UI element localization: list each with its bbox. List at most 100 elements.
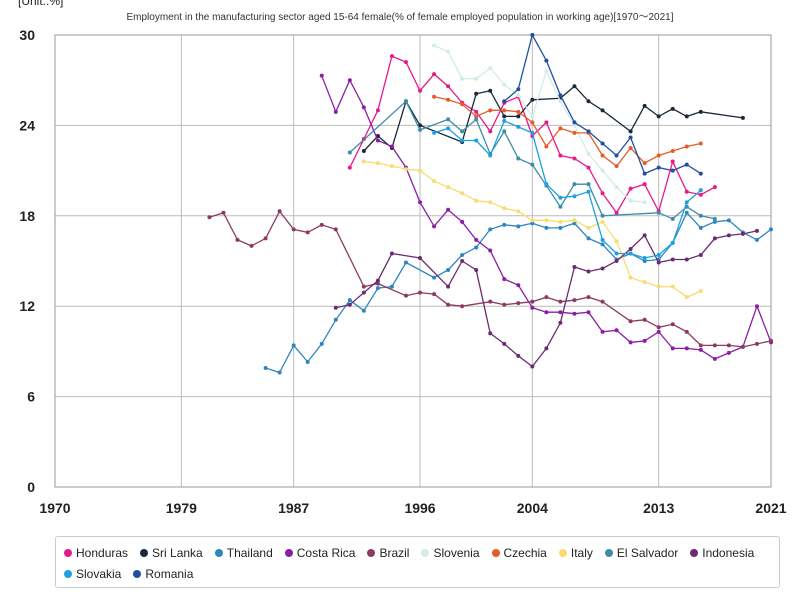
data-point-thailand	[769, 227, 773, 232]
data-point-slovenia	[488, 66, 493, 71]
data-point-slovakia	[460, 138, 465, 143]
legend-item-costa-rica[interactable]: Costa Rica	[284, 542, 355, 563]
data-point-thailand	[586, 236, 591, 241]
data-point-thailand	[432, 275, 437, 280]
data-point-romania	[502, 99, 507, 104]
data-point-el-salvador	[474, 117, 479, 122]
legend-item-romania[interactable]: Romania	[133, 563, 193, 584]
legend-swatch	[421, 548, 430, 557]
legend-label: Brazil	[379, 545, 410, 560]
data-point-czechia	[614, 164, 619, 169]
data-point-thailand	[684, 210, 689, 215]
data-point-italy	[698, 289, 703, 294]
data-point-brazil	[754, 341, 759, 346]
data-point-czechia	[698, 141, 703, 146]
data-point-brazil	[600, 299, 605, 304]
data-point-indonesia	[642, 233, 647, 238]
plot-area	[54, 34, 772, 488]
data-point-indonesia	[516, 353, 521, 358]
data-point-sri-lanka	[418, 123, 423, 128]
legend-label: Indonesia	[702, 545, 755, 560]
data-point-sri-lanka	[684, 114, 689, 119]
data-point-slovakia	[474, 138, 479, 143]
data-point-indonesia	[712, 236, 717, 241]
legend-item-el-salvador[interactable]: El Salvador	[604, 542, 679, 563]
data-point-slovenia	[502, 82, 507, 87]
data-point-brazil	[642, 317, 647, 322]
data-point-slovenia	[600, 168, 605, 173]
data-point-czechia	[488, 108, 493, 113]
data-point-honduras	[712, 185, 717, 190]
data-point-slovakia	[530, 130, 535, 135]
data-point-thailand	[319, 341, 324, 346]
data-point-slovakia	[446, 126, 451, 131]
legend-item-brazil[interactable]: Brazil	[367, 542, 409, 563]
data-point-el-salvador	[586, 182, 591, 187]
data-point-brazil	[628, 319, 633, 324]
data-point-indonesia	[333, 305, 338, 310]
data-point-el-salvador	[502, 129, 507, 134]
data-point-indonesia	[418, 255, 423, 260]
data-point-sri-lanka	[642, 103, 647, 108]
data-point-czechia	[670, 149, 675, 154]
data-point-costa-rica	[628, 340, 633, 345]
data-point-costa-rica	[502, 277, 507, 282]
data-point-thailand	[642, 259, 647, 263]
data-point-el-salvador	[712, 216, 717, 221]
legend-item-slovenia[interactable]: Slovenia	[421, 542, 480, 563]
legend-label: Czechia	[503, 545, 547, 560]
data-point-sri-lanka	[572, 84, 577, 89]
data-point-costa-rica	[333, 109, 338, 114]
data-point-thailand	[754, 237, 759, 242]
data-point-czechia	[460, 102, 465, 107]
data-point-slovenia	[558, 99, 563, 104]
data-point-italy	[628, 275, 633, 280]
data-point-italy	[614, 239, 619, 244]
data-point-brazil	[586, 295, 591, 300]
data-point-brazil	[235, 237, 240, 242]
data-point-thailand	[446, 268, 451, 273]
data-point-brazil	[319, 222, 324, 227]
data-point-sri-lanka	[656, 114, 661, 119]
data-point-italy	[432, 179, 437, 184]
legend-label: Slovenia	[433, 545, 480, 560]
data-point-slovakia	[628, 251, 633, 256]
data-point-indonesia	[488, 331, 493, 336]
data-point-brazil	[375, 281, 380, 286]
data-point-thailand	[403, 260, 408, 265]
data-point-brazil	[305, 230, 310, 235]
data-point-indonesia	[347, 302, 352, 307]
legend-item-slovakia[interactable]: Slovakia	[64, 563, 121, 584]
data-point-costa-rica	[614, 328, 619, 333]
data-point-el-salvador	[656, 210, 661, 215]
data-point-indonesia	[544, 346, 549, 351]
x-tick-label: 1970	[39, 500, 70, 516]
legend-label: El Salvador	[616, 545, 679, 560]
data-point-thailand	[263, 365, 268, 370]
legend-item-indonesia[interactable]: Indonesia	[690, 542, 754, 563]
data-point-honduras	[446, 84, 451, 89]
data-point-brazil	[488, 299, 493, 304]
data-point-el-salvador	[347, 150, 352, 155]
data-point-costa-rica	[361, 105, 366, 110]
legend-item-sri-lanka[interactable]: Sri Lanka	[140, 542, 203, 563]
legend-item-thailand[interactable]: Thailand	[214, 542, 273, 563]
data-point-slovenia	[446, 49, 451, 54]
data-point-costa-rica	[488, 248, 493, 253]
data-point-honduras	[403, 60, 408, 65]
data-point-honduras	[474, 109, 479, 114]
data-point-costa-rica	[460, 219, 465, 224]
data-point-romania	[642, 171, 647, 176]
data-point-costa-rica	[319, 73, 324, 78]
legend-item-czechia[interactable]: Czechia	[491, 542, 547, 563]
legend-item-italy[interactable]: Italy	[558, 542, 593, 563]
legend-swatch	[367, 548, 376, 557]
data-point-thailand	[277, 370, 282, 375]
legend-item-honduras[interactable]: Honduras	[64, 542, 128, 563]
data-point-italy	[530, 218, 535, 223]
data-point-italy	[502, 206, 507, 211]
data-point-honduras	[684, 189, 689, 194]
data-point-thailand	[460, 252, 465, 257]
